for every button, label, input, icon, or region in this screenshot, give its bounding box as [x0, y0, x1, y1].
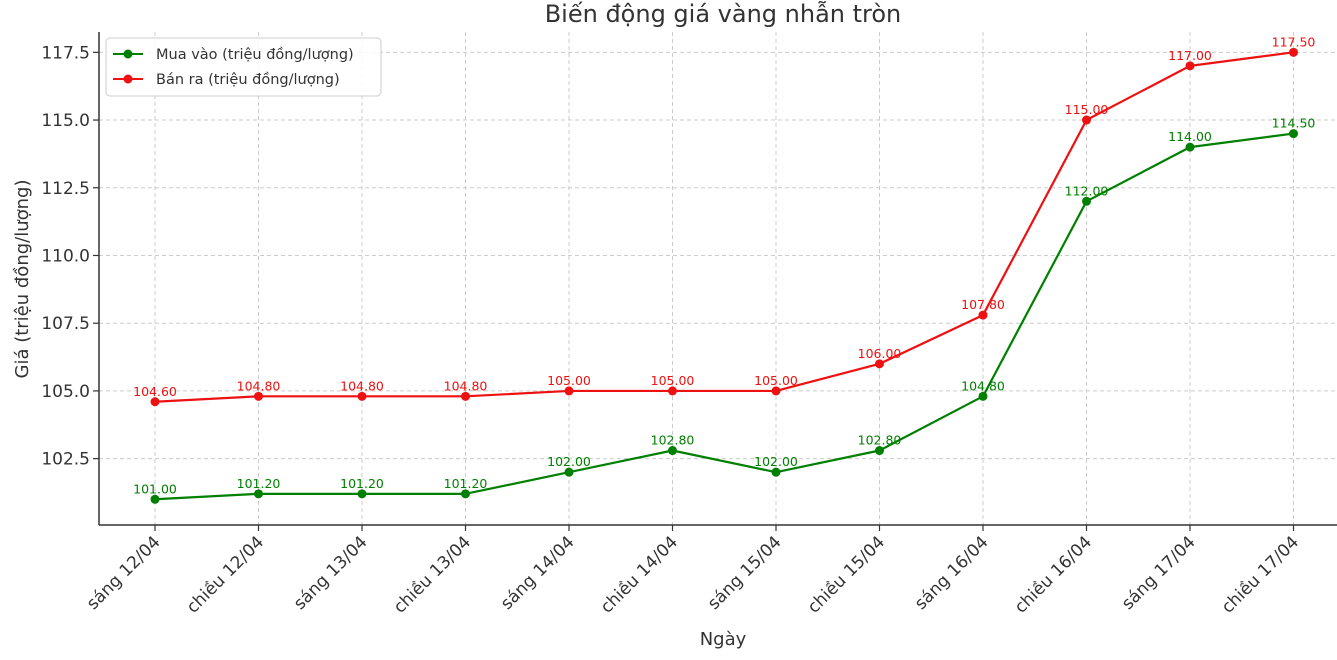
data-labels: 101.00 101.20 101.20 101.20 102.00 102.80 102.… — [133, 34, 1315, 496]
data-point — [668, 446, 677, 456]
data-label: 117.00 — [1168, 48, 1212, 63]
legend-box — [105, 37, 382, 97]
x-tick-label: chiều 14/04 — [596, 532, 682, 618]
data-point — [1185, 61, 1195, 71]
y-tick-label: 110.0 — [41, 246, 90, 266]
data-point — [771, 386, 781, 396]
data-label: 101.00 — [133, 481, 177, 496]
data-point — [978, 391, 988, 401]
data-label: 105.00 — [651, 373, 695, 388]
x-tick-label: sáng 17/04 — [1118, 532, 1199, 613]
data-label: 104.80 — [237, 378, 281, 393]
x-axis-label: Ngày — [700, 629, 747, 650]
data-label: 115.00 — [1065, 102, 1109, 117]
data-label: 101.20 — [340, 476, 384, 491]
data-label: 112.00 — [1065, 183, 1109, 198]
data-label: 102.80 — [651, 433, 695, 448]
x-tick-label: sáng 14/04 — [497, 532, 578, 613]
data-point — [771, 467, 781, 477]
y-tick-label: 117.5 — [41, 43, 90, 63]
x-tick-label: chiều 17/04 — [1217, 532, 1303, 618]
data-point — [254, 489, 263, 499]
data-point — [875, 359, 884, 369]
data-label: 106.00 — [858, 346, 902, 361]
data-point — [254, 391, 263, 401]
data-point — [564, 467, 574, 477]
data-label: 105.00 — [547, 373, 591, 388]
data-point — [978, 310, 988, 320]
data-label: 104.80 — [961, 378, 1005, 393]
x-tick-label: sáng 12/04 — [83, 532, 164, 613]
data-label: 105.00 — [754, 373, 798, 388]
series-line-1 — [154, 51, 1294, 403]
data-label: 117.50 — [1272, 34, 1316, 49]
data-label: 104.60 — [133, 384, 177, 399]
x-tick-label: chiều 13/04 — [389, 532, 475, 618]
data-label: 104.80 — [444, 378, 488, 393]
data-label: 107.80 — [961, 297, 1005, 312]
legend-label-ban-ra: Bán ra (triệu đồng/lượng) — [156, 71, 340, 88]
data-point — [1289, 47, 1298, 57]
data-label: 102.00 — [547, 454, 591, 469]
grid-layer — [99, 32, 1337, 525]
data-point — [150, 494, 160, 504]
data-point — [1082, 196, 1091, 206]
y-tick-label: 107.5 — [41, 314, 90, 334]
data-label: 114.00 — [1168, 129, 1212, 144]
data-label: 114.50 — [1272, 116, 1316, 131]
data-label: 101.20 — [237, 476, 281, 491]
data-point — [1289, 129, 1298, 139]
x-ticks: sáng 12/04 chiều 12/04 sáng 13/04 chiều 13/… — [83, 525, 1303, 618]
data-point — [668, 386, 677, 396]
data-label: 101.20 — [444, 476, 488, 491]
chart-title: Biến động giá vàng nhẫn tròn — [545, 0, 902, 28]
y-axis-label: Giá (triệu đồng/lượng) — [12, 179, 33, 378]
data-point — [1185, 142, 1195, 152]
legend-marker-ban-ra — [123, 74, 133, 84]
x-tick-label: chiều 16/04 — [1010, 532, 1096, 618]
y-ticks: 102.5 105.0 107.5 110.0 112.5 115.0 117.5 — [41, 43, 99, 470]
data-point — [461, 391, 470, 401]
y-tick-label: 112.5 — [41, 179, 90, 199]
data-point — [357, 391, 367, 401]
series-line-0 — [154, 132, 1294, 501]
y-tick-label: 102.5 — [41, 450, 90, 470]
data-point — [150, 397, 160, 407]
x-tick-label: chiều 15/04 — [803, 532, 889, 618]
x-tick-label: sáng 16/04 — [911, 532, 992, 613]
data-label: 104.80 — [340, 378, 384, 393]
series-layer — [150, 47, 1298, 504]
y-tick-label: 105.0 — [41, 382, 90, 402]
data-point — [461, 489, 470, 499]
data-point — [875, 446, 884, 456]
data-point — [357, 489, 367, 499]
x-tick-label: sáng 13/04 — [290, 532, 371, 613]
axes-layer — [98, 32, 1337, 526]
legend: Mua vào (triệu đồng/lượng) Bán ra (triệu… — [105, 37, 382, 97]
data-label: 102.00 — [754, 454, 798, 469]
data-point — [1082, 115, 1091, 125]
legend-label-mua-vao: Mua vào (triệu đồng/lượng) — [156, 46, 354, 63]
legend-marker-mua-vao — [123, 49, 133, 59]
data-point — [564, 386, 574, 396]
data-label: 102.80 — [858, 433, 902, 448]
x-tick-label: sáng 15/04 — [704, 532, 785, 613]
y-tick-label: 115.0 — [41, 111, 90, 131]
x-tick-label: chiều 12/04 — [182, 532, 268, 618]
